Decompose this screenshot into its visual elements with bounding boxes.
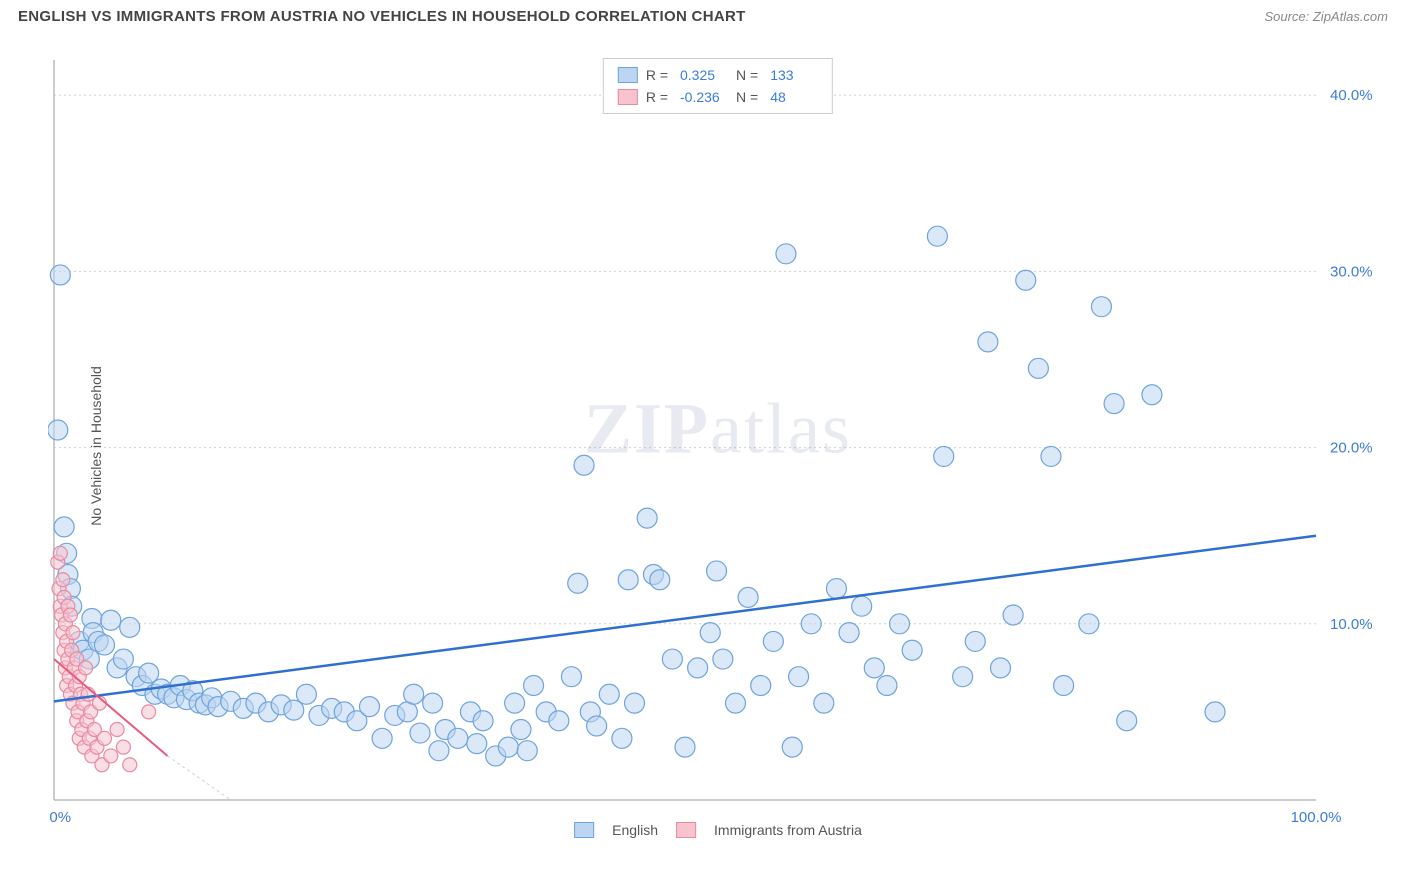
r-label: R = xyxy=(646,64,668,86)
r-value-english: 0.325 xyxy=(680,64,728,86)
n-label: N = xyxy=(736,64,758,86)
chart-svg: 10.0% 20.0% 30.0% 40.0% 0.0% 100.0% xyxy=(48,50,1388,840)
r-value-austria: -0.236 xyxy=(680,86,728,108)
svg-text:30.0%: 30.0% xyxy=(1330,263,1373,280)
svg-text:20.0%: 20.0% xyxy=(1330,440,1373,457)
swatch-english-bottom xyxy=(574,822,594,838)
source-attribution: Source: ZipAtlas.com xyxy=(1264,9,1388,24)
swatch-austria-bottom xyxy=(676,822,696,838)
swatch-english xyxy=(618,67,638,83)
r-label-2: R = xyxy=(646,86,668,108)
svg-text:10.0%: 10.0% xyxy=(1330,616,1373,633)
n-value-austria: 48 xyxy=(770,86,818,108)
n-value-english: 133 xyxy=(770,64,818,86)
legend-label-austria: Immigrants from Austria xyxy=(714,822,862,838)
source-label: Source: xyxy=(1264,9,1312,24)
svg-text:100.0%: 100.0% xyxy=(1291,809,1342,826)
stats-row-english: R = 0.325 N = 133 xyxy=(618,64,818,86)
swatch-austria xyxy=(618,89,638,105)
plot-area: 10.0%20.0%30.0%40.0%0.0%100.0% ZIPatlas … xyxy=(48,50,1388,840)
bottom-legend: English Immigrants from Austria xyxy=(574,822,862,838)
stats-row-austria: R = -0.236 N = 48 xyxy=(618,86,818,108)
svg-text:40.0%: 40.0% xyxy=(1330,87,1373,104)
chart-title: ENGLISH VS IMMIGRANTS FROM AUSTRIA NO VE… xyxy=(18,8,746,25)
source-name: ZipAtlas.com xyxy=(1313,9,1388,24)
svg-text:0.0%: 0.0% xyxy=(48,809,71,826)
title-bar: ENGLISH VS IMMIGRANTS FROM AUSTRIA NO VE… xyxy=(0,0,1406,29)
stats-legend: R = 0.325 N = 133 R = -0.236 N = 48 xyxy=(603,58,833,114)
n-label-2: N = xyxy=(736,86,758,108)
legend-label-english: English xyxy=(612,822,658,838)
